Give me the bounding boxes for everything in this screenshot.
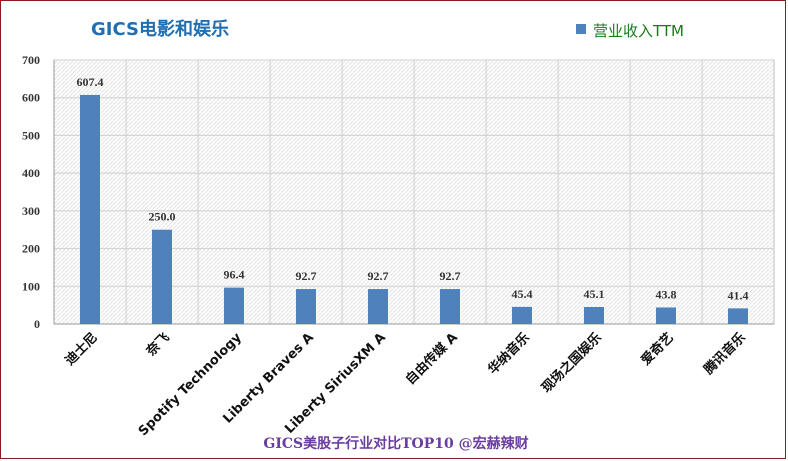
data-label: 250.0	[149, 210, 176, 224]
bar	[584, 306, 604, 324]
data-label: 92.7	[296, 269, 317, 283]
chart-title: GICS电影和娱乐	[91, 18, 229, 40]
x-tick-label: 奈飞	[142, 330, 172, 360]
bar	[80, 94, 100, 324]
legend-label: 营业收入TTM	[593, 22, 684, 40]
bar	[656, 307, 676, 324]
y-tick-label: 500	[22, 128, 40, 142]
x-tick-label: 迪士尼	[62, 330, 101, 369]
bar	[152, 229, 172, 324]
bar	[368, 289, 388, 324]
data-label: 45.1	[584, 287, 605, 301]
bar	[296, 289, 316, 324]
legend-swatch	[576, 24, 586, 34]
bar	[728, 308, 748, 324]
y-tick-label: 200	[22, 242, 40, 256]
data-label: 92.7	[368, 269, 389, 283]
bar	[440, 289, 460, 324]
y-tick-label: 100	[22, 279, 40, 293]
chart-footer: GICS美股子行业对比TOP10 @宏赫辣财	[263, 435, 528, 452]
x-tick-label: 腾讯音乐	[700, 330, 749, 379]
y-tick-label: 300	[22, 204, 40, 218]
x-tick-label: 现场之国娱乐	[538, 330, 604, 396]
bar	[512, 306, 532, 324]
y-tick-label: 600	[22, 91, 40, 105]
data-label: 43.8	[656, 287, 677, 301]
data-label: 607.4	[77, 75, 104, 89]
data-label: 41.4	[728, 288, 749, 302]
y-tick-label: 700	[22, 53, 40, 67]
x-tick-label: 华纳音乐	[485, 330, 533, 378]
y-tick-label: 0	[34, 317, 40, 331]
bar	[224, 287, 244, 324]
y-tick-label: 400	[22, 166, 40, 180]
x-tick-label: 自由传媒 A	[402, 330, 460, 388]
data-label: 45.4	[512, 287, 533, 301]
data-label: 96.4	[224, 268, 245, 282]
plot-area: 0 100 200 300 400 500 600 700 607.4 250.0 96.4 92.7…	[22, 53, 775, 439]
data-label: 92.7	[440, 269, 461, 283]
x-tick-label: 爱奇艺	[638, 330, 677, 369]
